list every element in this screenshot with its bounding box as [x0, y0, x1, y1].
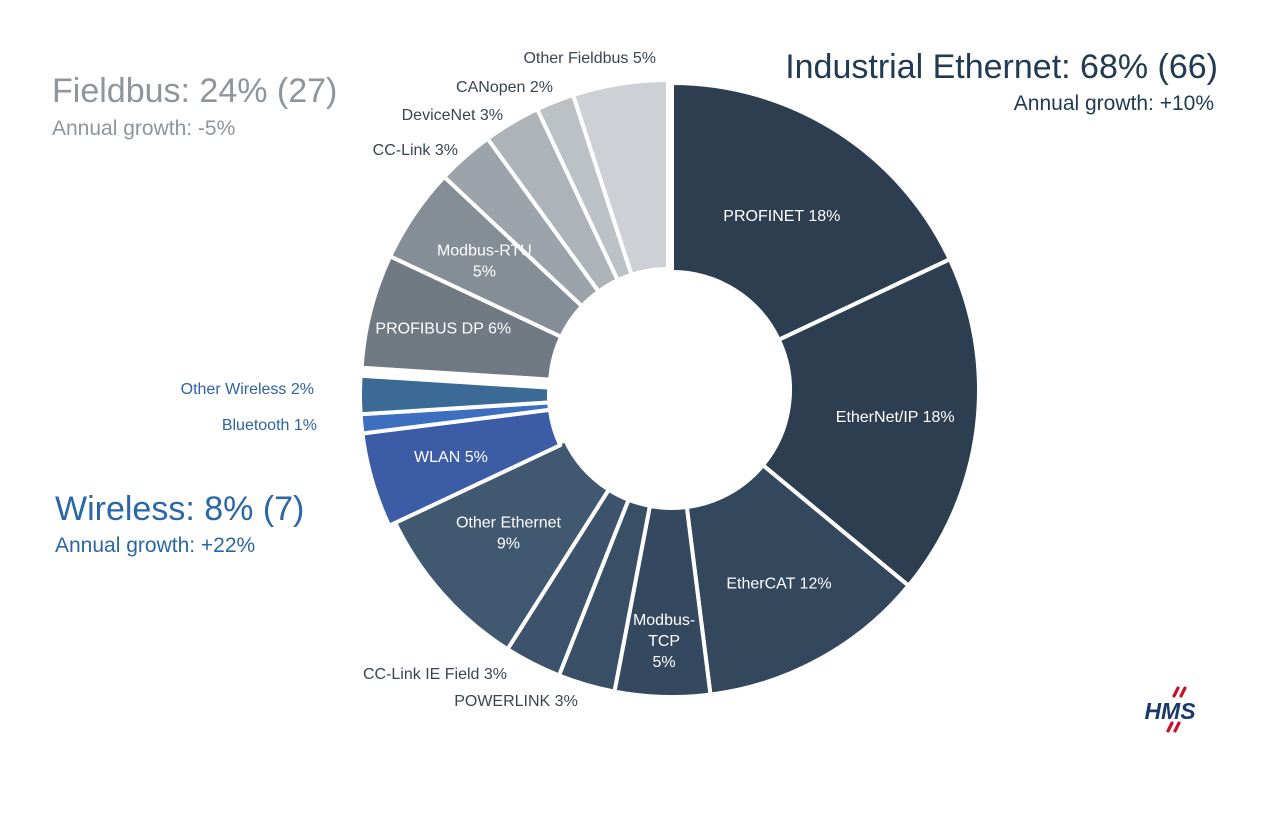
slice-label-profinet: PROFINET 18%: [723, 208, 840, 225]
slice-ethernet-ip: [760, 257, 981, 588]
slice-label-devicenet: DeviceNet 3%: [402, 107, 503, 124]
slice-label-ethercat: EtherCAT 12%: [726, 576, 831, 593]
wireless-group-title: Wireless: 8% (7): [55, 490, 305, 528]
slice-profinet: [670, 81, 952, 342]
industrial-ethernet-annual-growth: Annual growth: +10%: [1013, 92, 1214, 115]
hms-logo: HMS: [1128, 686, 1212, 741]
slice-label-modbus-rtu: Modbus-RTU 5%: [437, 243, 532, 281]
slice-label-profibus-dp: PROFIBUS DP 6%: [375, 321, 511, 338]
fieldbus-annual-growth: Annual growth: -5%: [52, 117, 236, 140]
slice-label-powerlink: POWERLINK 3%: [454, 693, 578, 710]
wireless-annual-growth: Annual growth: +22%: [55, 534, 256, 557]
slice-label-canopen: CANopen 2%: [456, 79, 553, 96]
svg-text:HMS: HMS: [1144, 698, 1196, 724]
slice-other-wireless: [358, 373, 552, 417]
slice-other-fieldbus: [571, 78, 670, 277]
slice-label-modbus-tcp: Modbus-TCP 5%: [633, 612, 695, 671]
slice-label-ethernet-ip: EtherNet/IP 18%: [836, 409, 955, 426]
slice-label-cc-link-ie-field: CC-Link IE Field 3%: [363, 666, 507, 683]
slice-label-other-wireless: Other Wireless 2%: [181, 381, 314, 398]
slice-label-wlan: WLAN 5%: [414, 449, 488, 466]
slice-label-other-fieldbus: Other Fieldbus 5%: [523, 50, 656, 67]
slice-label-bluetooth: Bluetooth 1%: [222, 417, 317, 434]
slice-label-other-ethernet: Other Ethernet 9%: [456, 515, 562, 553]
slice-ethercat: [684, 463, 911, 697]
slice-label-cc-link: CC-Link 3%: [373, 142, 458, 159]
industrial-ethernet-group-title: Industrial Ethernet: 68% (66): [785, 48, 1218, 86]
fieldbus-group-title: Fieldbus: 24% (27): [52, 72, 338, 110]
